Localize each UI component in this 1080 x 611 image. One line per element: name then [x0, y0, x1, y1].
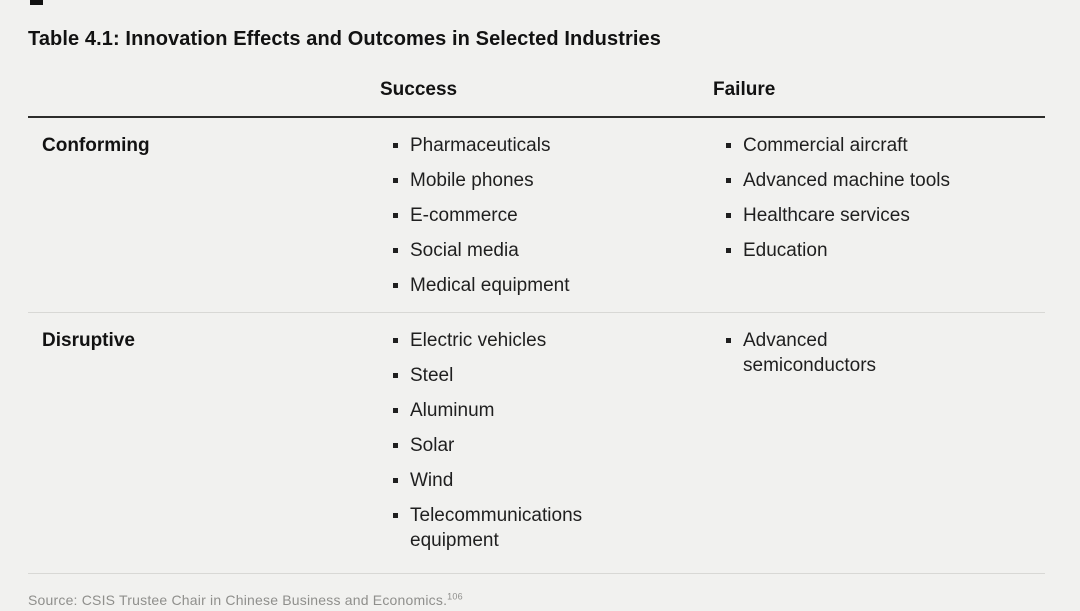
list-item: Education: [713, 238, 1045, 263]
list-item: Advanced machine tools: [713, 168, 1045, 193]
top-edge-dash: [30, 0, 43, 5]
list-item: Mobile phones: [380, 168, 713, 193]
list-item-label: Education: [743, 240, 828, 261]
list-item: Aluminum: [380, 398, 713, 423]
list-item-label: Commercial aircraft: [743, 135, 908, 156]
list-item: Telecommunications equipment: [380, 503, 713, 553]
column-header-success: Success: [380, 79, 458, 100]
square-bullet-icon: [393, 443, 398, 448]
square-bullet-icon: [393, 143, 398, 148]
list-item-label: Mobile phones: [410, 170, 534, 191]
square-bullet-icon: [393, 338, 398, 343]
table-header-row: Success Failure: [28, 79, 1045, 118]
list-item-label: Telecommunications equipment: [410, 505, 583, 551]
list-item: Wind: [380, 468, 713, 493]
disruptive-failure-list: Advanced semiconductors: [713, 328, 1045, 563]
list-item: Solar: [380, 433, 713, 458]
list-item-label: E-commerce: [410, 205, 518, 226]
list-item: Healthcare services: [713, 203, 1045, 228]
square-bullet-icon: [393, 213, 398, 218]
square-bullet-icon: [726, 143, 731, 148]
conforming-success-list: Pharmaceuticals Mobile phones E-commerce…: [380, 133, 713, 308]
list-item: Steel: [380, 363, 713, 388]
conforming-failure-list: Commercial aircraft Advanced machine too…: [713, 133, 1045, 308]
list-item-label: Social media: [410, 240, 519, 261]
innovation-outcomes-table: Success Failure Conforming Pharmaceutica…: [28, 79, 1045, 574]
list-item: Pharmaceuticals: [380, 133, 713, 158]
source-text: Source: CSIS Trustee Chair in Chinese Bu…: [28, 592, 448, 608]
list-item-label: Solar: [410, 435, 455, 456]
list-item-label: Pharmaceuticals: [410, 135, 551, 156]
square-bullet-icon: [393, 283, 398, 288]
square-bullet-icon: [726, 248, 731, 253]
square-bullet-icon: [393, 513, 398, 518]
row-label: Disruptive: [42, 330, 135, 351]
square-bullet-icon: [726, 213, 731, 218]
column-header-failure: Failure: [713, 79, 776, 100]
source-citation: Source: CSIS Trustee Chair in Chinese Bu…: [28, 591, 1045, 609]
table-title: Table 4.1: Innovation Effects and Outcom…: [28, 28, 661, 50]
square-bullet-icon: [393, 248, 398, 253]
list-item: Electric vehicles: [380, 328, 713, 353]
list-item-label: Advanced machine tools: [743, 170, 951, 191]
table-row-disruptive: Disruptive Electric vehicles Steel Alumi…: [28, 313, 1045, 574]
square-bullet-icon: [726, 178, 731, 183]
list-item: Medical equipment: [380, 273, 713, 298]
list-item-label: Aluminum: [410, 400, 495, 421]
row-label: Conforming: [42, 135, 150, 156]
list-item-label: Steel: [410, 365, 454, 386]
list-item: Advanced semiconductors: [713, 328, 1045, 378]
list-item-label: Wind: [410, 470, 454, 491]
table-row-conforming: Conforming Pharmaceuticals Mobile phones…: [28, 118, 1045, 313]
list-item-label: Medical equipment: [410, 275, 570, 296]
square-bullet-icon: [393, 178, 398, 183]
footnote-number: 106: [447, 591, 463, 602]
list-item: E-commerce: [380, 203, 713, 228]
square-bullet-icon: [393, 408, 398, 413]
square-bullet-icon: [393, 478, 398, 483]
list-item-label: Electric vehicles: [410, 330, 547, 351]
list-item-label: Healthcare services: [743, 205, 910, 226]
list-item-label: Advanced semiconductors: [743, 330, 877, 376]
disruptive-success-list: Electric vehicles Steel Aluminum Solar W…: [380, 328, 713, 563]
square-bullet-icon: [726, 338, 731, 343]
square-bullet-icon: [393, 373, 398, 378]
row-label-column-header: [28, 79, 380, 101]
list-item: Social media: [380, 238, 713, 263]
list-item: Commercial aircraft: [713, 133, 1045, 158]
